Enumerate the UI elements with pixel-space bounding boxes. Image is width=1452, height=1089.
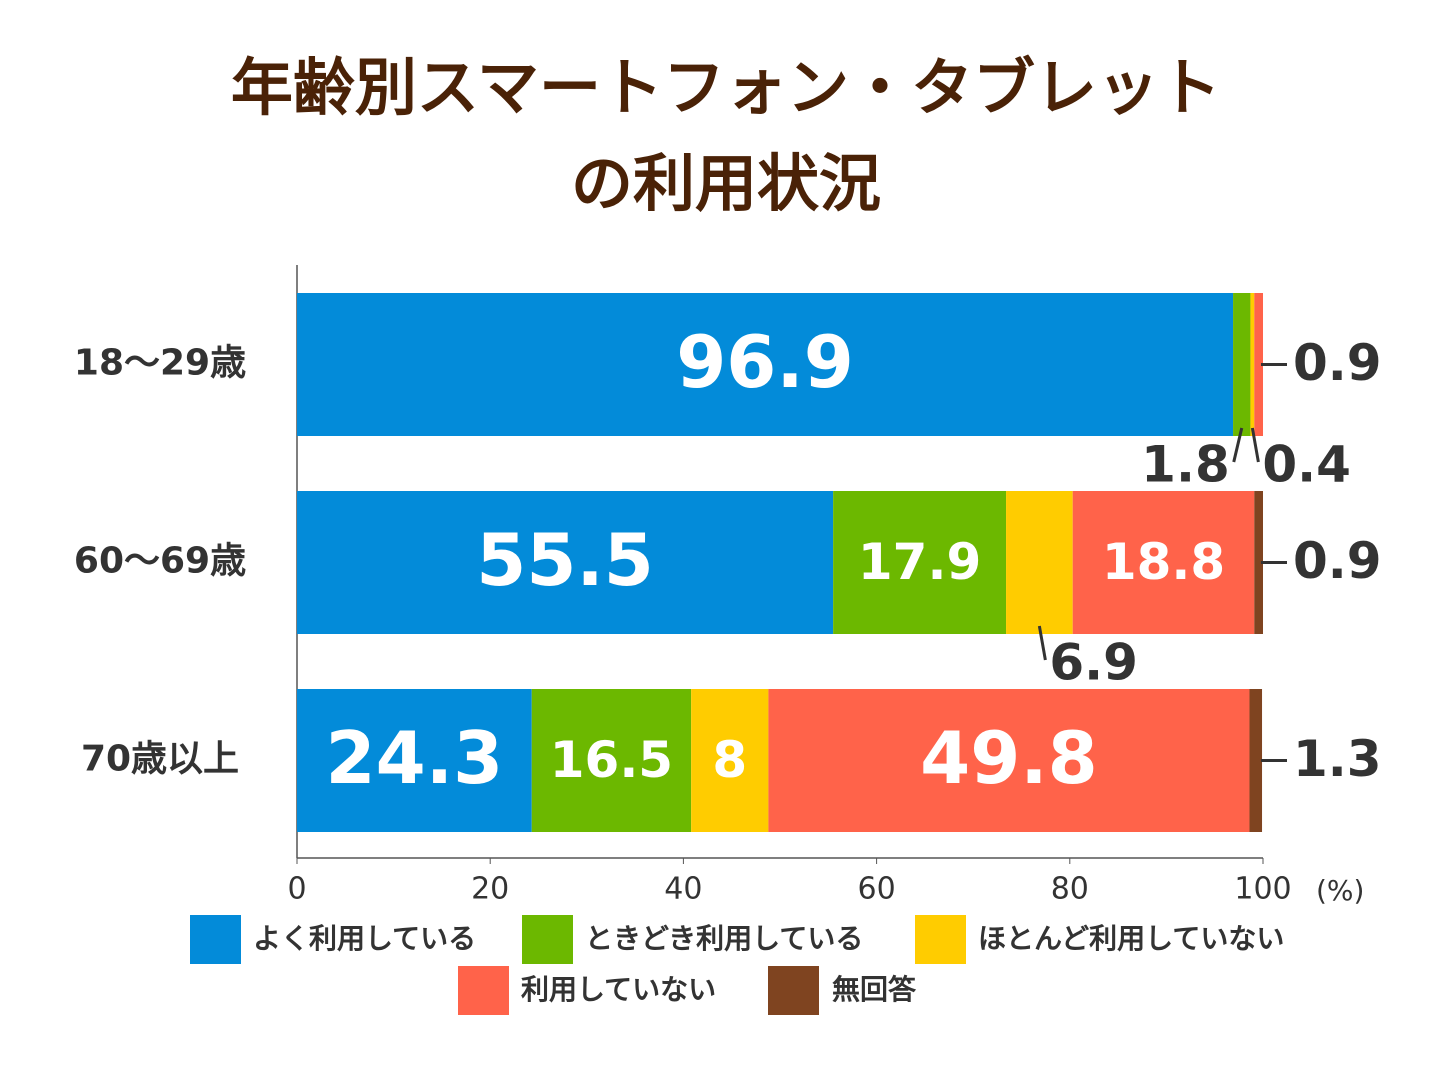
leader-line [1232,427,1244,463]
legend-label: ほとんど利用していない [978,922,1284,955]
x-tick-label: 80 [1051,872,1089,907]
data-label: 1.8 [1141,436,1230,494]
data-label: 49.8 [920,716,1098,800]
x-tick-label: 100 [1234,872,1291,907]
legend-swatch [190,915,241,964]
bar-segment [1006,491,1073,634]
bar-segment [1250,293,1255,436]
bar-segment [1072,491,1255,634]
category-label: 18〜29歳 [74,343,246,384]
data-label: 6.9 [1049,634,1138,692]
bar-segment [833,491,1007,634]
data-label: 96.9 [676,320,854,404]
data-label: 55.5 [476,518,654,602]
bar-segment [297,491,834,634]
leader-line [1250,427,1260,463]
bar-segment [1249,689,1263,832]
data-label: 18.8 [1102,533,1225,591]
x-tick-label: 40 [664,872,702,907]
bar-segment [297,689,532,832]
data-label: 0.4 [1262,436,1351,494]
chart-title: 年齢別スマートフォン・タブレット [231,51,1221,124]
bar-segment [691,689,769,832]
data-label: 1.3 [1293,730,1382,788]
data-label: 0.9 [1293,532,1382,590]
legend-swatch [522,915,573,964]
bar-segment [1233,293,1251,436]
legend-label: よく利用している [253,922,476,955]
legend-swatch [768,966,819,1015]
data-label: 8 [712,731,747,789]
bar-segment [768,689,1250,832]
category-label: 70歳以上 [81,739,239,780]
legend-swatch [458,966,509,1015]
legend-label: 利用していない [521,973,716,1006]
bar-segment [1254,491,1263,634]
x-tick-label: 20 [471,872,509,907]
bar-segment [531,689,692,832]
data-label: 16.5 [550,731,673,789]
x-tick-label: 60 [858,872,896,907]
bar-segment [297,293,1234,436]
leader-line [1037,625,1047,661]
category-label: 60〜69歳 [74,541,246,582]
data-label: 24.3 [326,716,504,800]
data-label: 0.9 [1293,334,1382,392]
legend-label: 無回答 [832,973,917,1006]
chart-title: の利用状況 [571,147,881,220]
x-unit: (%) [1316,874,1364,907]
bar-segment [1254,293,1263,436]
legend-swatch [915,915,966,964]
data-label: 17.9 [858,533,981,591]
x-tick-label: 0 [287,872,306,907]
legend-label: ときどき利用している [585,922,863,955]
